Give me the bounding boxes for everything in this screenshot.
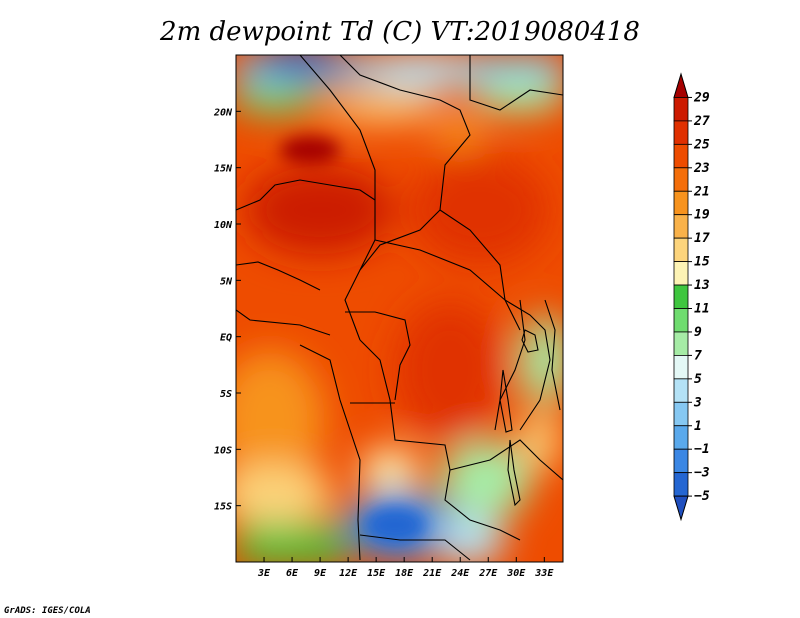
colorbar-swatch	[673, 401, 689, 427]
colorbar-swatch	[673, 143, 689, 169]
field-northeast-deepred	[280, 136, 340, 164]
colorbar-swatch	[673, 237, 689, 262]
field-sudan-core	[410, 155, 550, 265]
y-tick-label: 15N	[214, 164, 233, 175]
field-north-yellow	[320, 94, 440, 122]
colorbar-swatch	[673, 261, 689, 286]
x-tick-label: 6E	[286, 568, 299, 579]
colorbar-swatch	[673, 190, 689, 216]
field-southwest-deepblue	[365, 507, 425, 543]
colorbar-level-label: 21	[693, 184, 710, 199]
colorbar-level-label: 7	[694, 348, 702, 363]
colorbar-level-label: 23	[693, 161, 710, 176]
field-south-lightgreen	[440, 440, 530, 520]
field-north-lightblue	[365, 55, 475, 92]
colorbar-level-label: −5	[694, 489, 710, 504]
x-axis: 3E 6E 9E 12E 15E 18E 21E 24E 27E 30E 33E	[257, 557, 554, 579]
colorbar-swatch	[673, 425, 689, 450]
colorbar-level-label: 25	[693, 137, 710, 152]
field-atlantic-green	[236, 525, 346, 562]
country-borders	[236, 55, 563, 561]
colorbar-level-label: 3	[693, 395, 702, 410]
x-tick-label: 15E	[367, 568, 386, 579]
x-tick-label: 27E	[478, 568, 498, 579]
x-tick-label: 9E	[314, 568, 327, 579]
map-frame	[235, 54, 564, 563]
y-tick-label: 10N	[214, 220, 233, 231]
x-tick-label: 30E	[506, 568, 526, 579]
y-axis: 20N 15N 10N 5N EQ 5S 10S 15S	[213, 107, 241, 513]
field-north-green-left	[236, 86, 320, 114]
x-tick-label: 21E	[422, 568, 442, 579]
x-tick-label: 18E	[395, 568, 414, 579]
colorbar-level-label: 15	[694, 255, 710, 270]
field-east-green	[520, 315, 563, 405]
field-congo-core	[395, 300, 505, 440]
colorbar-top-arrow	[673, 72, 689, 98]
chart-title: 2m dewpoint Td (C) VT:2019080418	[159, 17, 640, 47]
colorbar-level-label: 27	[693, 114, 710, 129]
field-north-green-right	[475, 77, 563, 113]
y-tick-label: EQ	[220, 333, 232, 344]
colorbar-level-label: 1	[694, 419, 702, 434]
colorbar-swatch	[673, 378, 689, 403]
y-tick-label: 15S	[214, 502, 232, 513]
colorbar-swatch	[673, 284, 689, 309]
x-tick-label: 12E	[339, 568, 358, 579]
field-sahel-core	[245, 165, 395, 255]
colorbar-swatch	[673, 331, 689, 356]
colorbar: 29 27 25 23 21 19 17 15 13 11 9 7 5 3 1 −1 −3 −5	[673, 72, 710, 522]
colorbar-level-label: 19	[694, 208, 710, 223]
colorbar-swatch	[673, 472, 689, 497]
colorbar-swatch	[673, 308, 689, 333]
colorbar-level-label: −3	[694, 466, 710, 481]
colorbar-level-label: 11	[694, 302, 710, 317]
colorbar-level-label: 13	[694, 278, 710, 293]
y-tick-label: 5S	[220, 389, 232, 400]
map-field	[236, 55, 563, 562]
colorbar-level-label: −1	[694, 442, 710, 457]
credit-label: GrADS: IGES/COLA	[4, 606, 91, 616]
x-tick-label: 33E	[534, 568, 554, 579]
colorbar-bottom-arrow	[673, 495, 689, 522]
field-north-deepblue	[255, 55, 345, 78]
field-nile-orange	[435, 110, 485, 150]
field-atlantic-orange	[236, 350, 325, 490]
colorbar-swatch	[673, 167, 689, 192]
colorbar-level-label: 5	[694, 372, 702, 387]
y-tick-label: 20N	[213, 107, 233, 118]
colorbar-swatch	[673, 448, 689, 474]
colorbar-level-label: 9	[694, 325, 702, 340]
x-tick-label: 24E	[450, 568, 470, 579]
y-tick-label: 10S	[214, 445, 232, 456]
colorbar-swatch	[673, 214, 689, 239]
colorbar-swatch	[673, 354, 689, 380]
field-angola-lightyellow	[360, 448, 420, 492]
y-tick-label: 5N	[220, 276, 233, 287]
x-tick-label: 3E	[257, 568, 271, 579]
colorbar-level-label: 17	[694, 231, 710, 246]
colorbar-swatch	[673, 97, 689, 122]
field-atlantic-yellow	[236, 465, 335, 525]
field-south-paleblue	[435, 515, 505, 562]
colorbar-swatch	[673, 120, 689, 145]
field-east-yellow	[520, 410, 560, 470]
colorbar-level-label: 29	[693, 90, 710, 105]
